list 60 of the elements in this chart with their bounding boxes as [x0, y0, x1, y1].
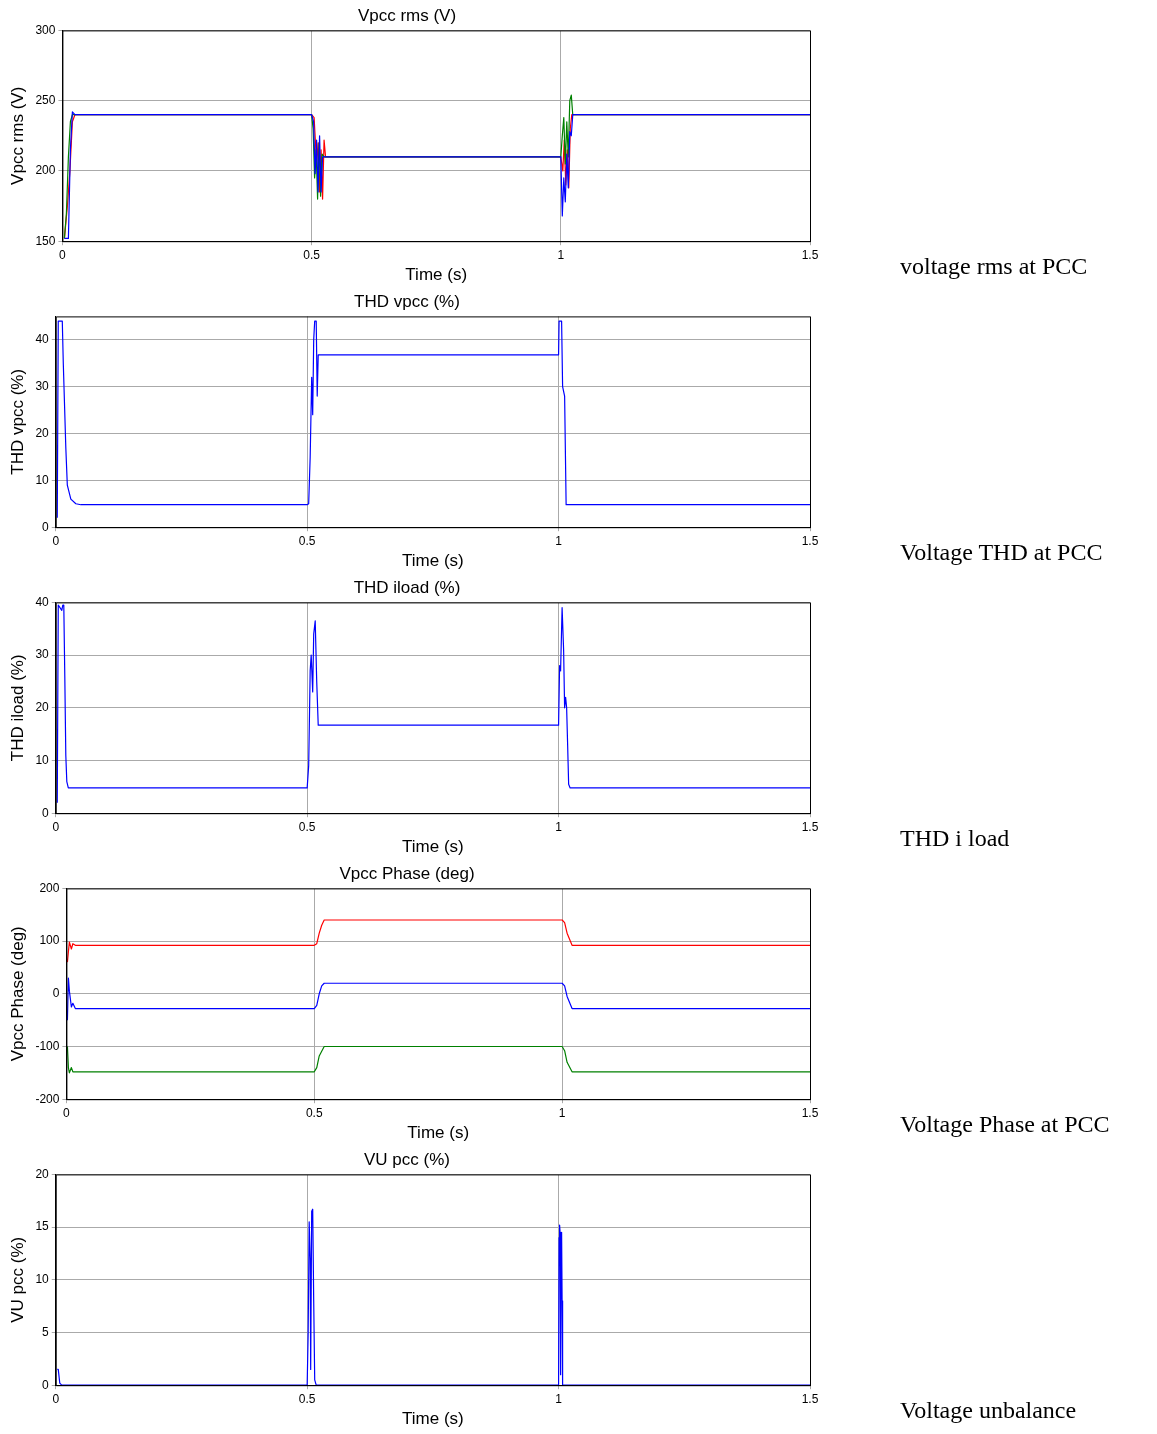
y-tick-label: 20: [35, 1166, 50, 1181]
x-tick-label: 1: [555, 1391, 563, 1406]
y-tick-label: 15: [35, 1219, 50, 1234]
x-tick-label: 1.5: [801, 247, 819, 262]
x-axis-title: Time (s): [402, 837, 464, 857]
x-tick-label: 0.5: [298, 819, 316, 834]
x-tick-label: 1: [555, 533, 563, 548]
x-axis-title: Time (s): [405, 265, 468, 285]
y-tick-label: 20: [35, 425, 50, 440]
y-tick-label: 10: [35, 472, 50, 487]
y-axis-title: Vpcc rms (V): [7, 86, 27, 185]
x-tick-label: 1: [557, 247, 565, 262]
chart-title: Vpcc rms (V): [357, 5, 457, 25]
y-tick-label: 10: [35, 1272, 50, 1287]
y-tick-label: 250: [35, 92, 56, 107]
y-tick-label: -100: [35, 1038, 60, 1053]
y-tick-label: 0: [42, 519, 50, 534]
x-axis-title: Time (s): [402, 551, 464, 571]
y-tick-label: 150: [35, 233, 56, 248]
y-tick-label: 30: [35, 647, 50, 662]
y-axis-title: VU pcc (%): [7, 1236, 27, 1323]
x-axis-title: Time (s): [402, 1409, 464, 1429]
chart-title: VU pcc (%): [364, 1149, 450, 1169]
chart-title: Vpcc Phase (deg): [339, 863, 475, 883]
y-axis-title: THD vpcc (%): [7, 368, 27, 475]
y-tick-label: -200: [35, 1091, 60, 1106]
y-tick-label: 200: [35, 163, 56, 178]
y-tick-label: 10: [35, 752, 50, 767]
text: Voltage unbalance: [900, 1397, 1077, 1424]
y-tick-label: 20: [35, 700, 50, 715]
y-tick-label: 40: [35, 332, 50, 347]
x-tick-label: 0.5: [303, 247, 321, 262]
y-tick-label: 200: [39, 880, 60, 895]
text: voltage rms at PCC: [900, 253, 1088, 280]
x-axis-title: Time (s): [407, 1123, 470, 1143]
x-tick-label: 0.5: [298, 533, 316, 548]
y-tick-label: 40: [35, 594, 50, 609]
y-tick-label: 0: [42, 1377, 50, 1392]
text: Voltage THD at PCC: [900, 539, 1103, 566]
x-tick-label: 1.5: [801, 819, 819, 834]
text: THD i load: [900, 825, 1010, 852]
y-tick-label: 5: [42, 1324, 50, 1339]
chart-title: THD iload (%): [353, 577, 461, 597]
y-axis-title: THD iload (%): [7, 654, 27, 762]
x-tick-label: 0: [63, 1105, 71, 1120]
x-tick-label: 1.5: [801, 1391, 819, 1406]
x-tick-label: 1.5: [801, 533, 819, 548]
x-tick-label: 1.5: [801, 1105, 819, 1120]
x-tick-label: 0.5: [298, 1391, 316, 1406]
chart-title: THD vpcc (%): [354, 291, 460, 311]
x-tick-label: 0.5: [305, 1105, 323, 1120]
y-tick-label: 0: [52, 986, 60, 1001]
y-tick-label: 100: [39, 933, 60, 948]
x-tick-label: 1: [558, 1105, 566, 1120]
y-tick-label: 300: [35, 22, 56, 37]
text: Voltage Phase at PCC: [900, 1111, 1110, 1138]
x-tick-label: 1: [555, 819, 563, 834]
y-tick-label: 30: [35, 378, 50, 393]
y-axis-title: Vpcc Phase (deg): [7, 926, 27, 1062]
y-tick-label: 0: [42, 805, 50, 820]
